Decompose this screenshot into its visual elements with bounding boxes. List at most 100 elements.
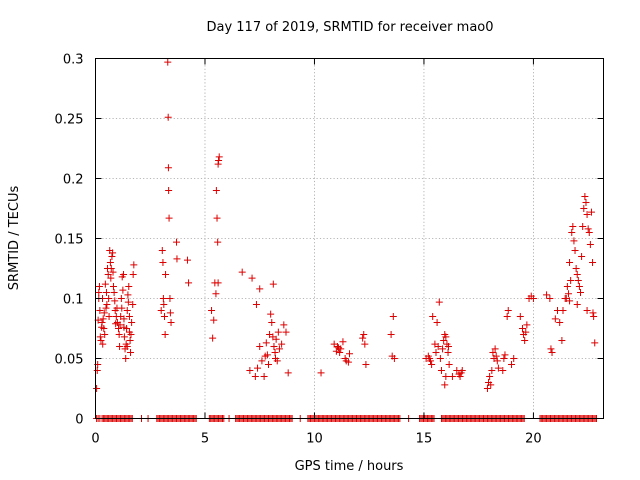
data-point [258, 357, 266, 365]
data-point [566, 297, 574, 305]
data-point [503, 313, 511, 320]
x-tick-label: 10 [306, 432, 323, 447]
data-point [589, 259, 597, 266]
data-point [573, 301, 581, 308]
data-point [165, 187, 173, 194]
data-point [442, 373, 450, 380]
data-point [518, 325, 526, 332]
data-point [336, 349, 344, 356]
axis-ticks [95, 58, 604, 419]
data-point [126, 337, 134, 344]
data-point [164, 113, 172, 121]
data-point [547, 345, 555, 353]
data-point [97, 337, 105, 344]
data-point [123, 343, 131, 350]
data-point [390, 355, 398, 362]
plot-frame [95, 58, 604, 419]
data-point [274, 328, 282, 336]
data-point [173, 238, 181, 246]
data-point [551, 315, 559, 323]
data-point [499, 367, 507, 374]
data-point [212, 290, 220, 298]
data-point [183, 256, 191, 264]
y-tick-label: 0.25 [55, 113, 84, 128]
data-point [164, 58, 172, 66]
data-point [164, 164, 172, 172]
data-point [213, 214, 221, 222]
data-point [260, 373, 268, 380]
data-point [433, 319, 441, 326]
data-point [579, 223, 587, 230]
data-point [166, 309, 174, 317]
data-point [158, 247, 166, 254]
data-point [567, 277, 575, 284]
data-point [99, 340, 107, 348]
data-point [251, 373, 259, 380]
y-axis-label: SRMTID / TECUs [7, 186, 22, 291]
data-point [256, 343, 264, 350]
data-point [487, 381, 495, 389]
data-point [589, 309, 597, 317]
data-point [570, 237, 578, 245]
x-axis-label: GPS time / hours [295, 459, 404, 474]
data-point [456, 373, 464, 380]
data-point [435, 298, 443, 306]
data-point [124, 291, 132, 299]
x-tick-label: 5 [201, 432, 209, 447]
data-point [157, 307, 165, 314]
data-point [125, 313, 133, 320]
data-point [110, 289, 118, 296]
y-tick-label: 0.3 [63, 53, 84, 68]
data-point [116, 321, 124, 329]
data-point [129, 271, 137, 278]
data-point [427, 357, 435, 365]
data-point [558, 337, 566, 344]
data-point [339, 338, 347, 346]
data-point [120, 333, 128, 341]
data-point [116, 343, 124, 350]
data-point [264, 361, 272, 368]
data-point [162, 271, 170, 278]
data-point [510, 355, 518, 362]
data-point [575, 283, 583, 290]
data-point [119, 286, 127, 294]
data-point [100, 309, 108, 317]
data-point [582, 199, 590, 206]
data-point [432, 349, 440, 356]
data-point [543, 291, 551, 299]
data-point [214, 238, 222, 246]
data-point [185, 279, 193, 287]
data-point [159, 295, 167, 302]
data-point [167, 319, 175, 326]
data-point [587, 208, 595, 216]
data-point [109, 268, 117, 276]
data-point [129, 301, 137, 308]
data-point [337, 345, 345, 353]
data-point [278, 340, 286, 348]
data-point [501, 351, 509, 359]
data-point [566, 259, 574, 266]
data-point [173, 255, 181, 263]
data-point [117, 295, 125, 302]
data-point [107, 265, 115, 272]
data-point [215, 153, 223, 161]
data-point [521, 337, 529, 344]
data-point [556, 319, 564, 326]
data-point [109, 283, 117, 290]
data-point [508, 361, 516, 368]
data-point [529, 295, 537, 302]
y-tick-label: 0.1 [63, 293, 84, 308]
data-point [115, 331, 123, 338]
data-point [209, 334, 217, 342]
data-point [125, 283, 133, 290]
data-point [458, 367, 466, 374]
data-point [256, 285, 264, 293]
data-point [574, 277, 582, 284]
data-point [360, 331, 368, 338]
data-point [120, 315, 128, 323]
data-point [248, 274, 256, 282]
data-point [215, 157, 223, 164]
data-point [262, 339, 270, 347]
data-point [578, 253, 586, 260]
